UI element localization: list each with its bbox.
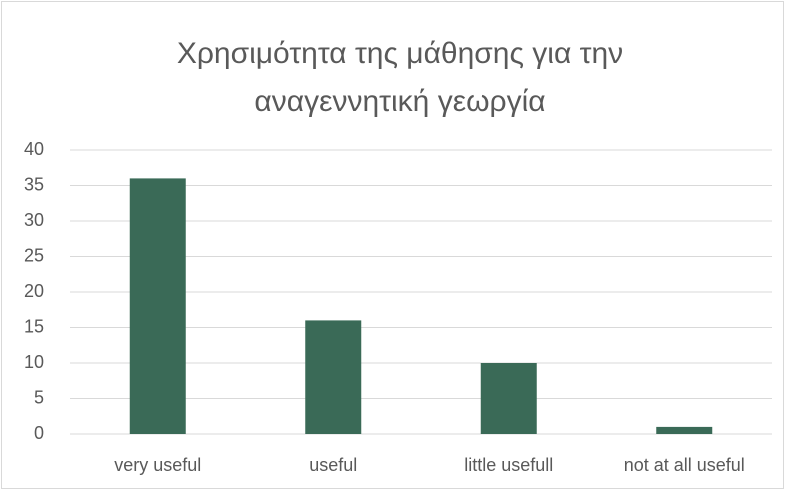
- y-tick-label: 5: [34, 387, 44, 407]
- x-tick-label: not at all useful: [624, 455, 745, 475]
- bar: [480, 363, 537, 434]
- y-tick-label: 35: [24, 174, 44, 194]
- y-tick-label: 0: [34, 423, 44, 443]
- bar: [656, 426, 713, 434]
- y-tick-label: 20: [24, 281, 44, 301]
- x-tick-label: useful: [309, 455, 357, 475]
- bar: [305, 320, 362, 434]
- y-tick-label: 25: [24, 245, 44, 265]
- y-tick-label: 10: [24, 352, 44, 372]
- x-tick-label: very useful: [114, 455, 201, 475]
- y-tick-label: 15: [24, 316, 44, 336]
- bar: [129, 178, 186, 434]
- chart-frame: [1, 1, 784, 489]
- y-tick-label: 40: [24, 139, 44, 159]
- x-tick-label: little usefull: [464, 455, 553, 475]
- y-tick-label: 30: [24, 210, 44, 230]
- chart-title: Χρησιμότητα της μάθησης για την αναγεννη…: [176, 37, 624, 118]
